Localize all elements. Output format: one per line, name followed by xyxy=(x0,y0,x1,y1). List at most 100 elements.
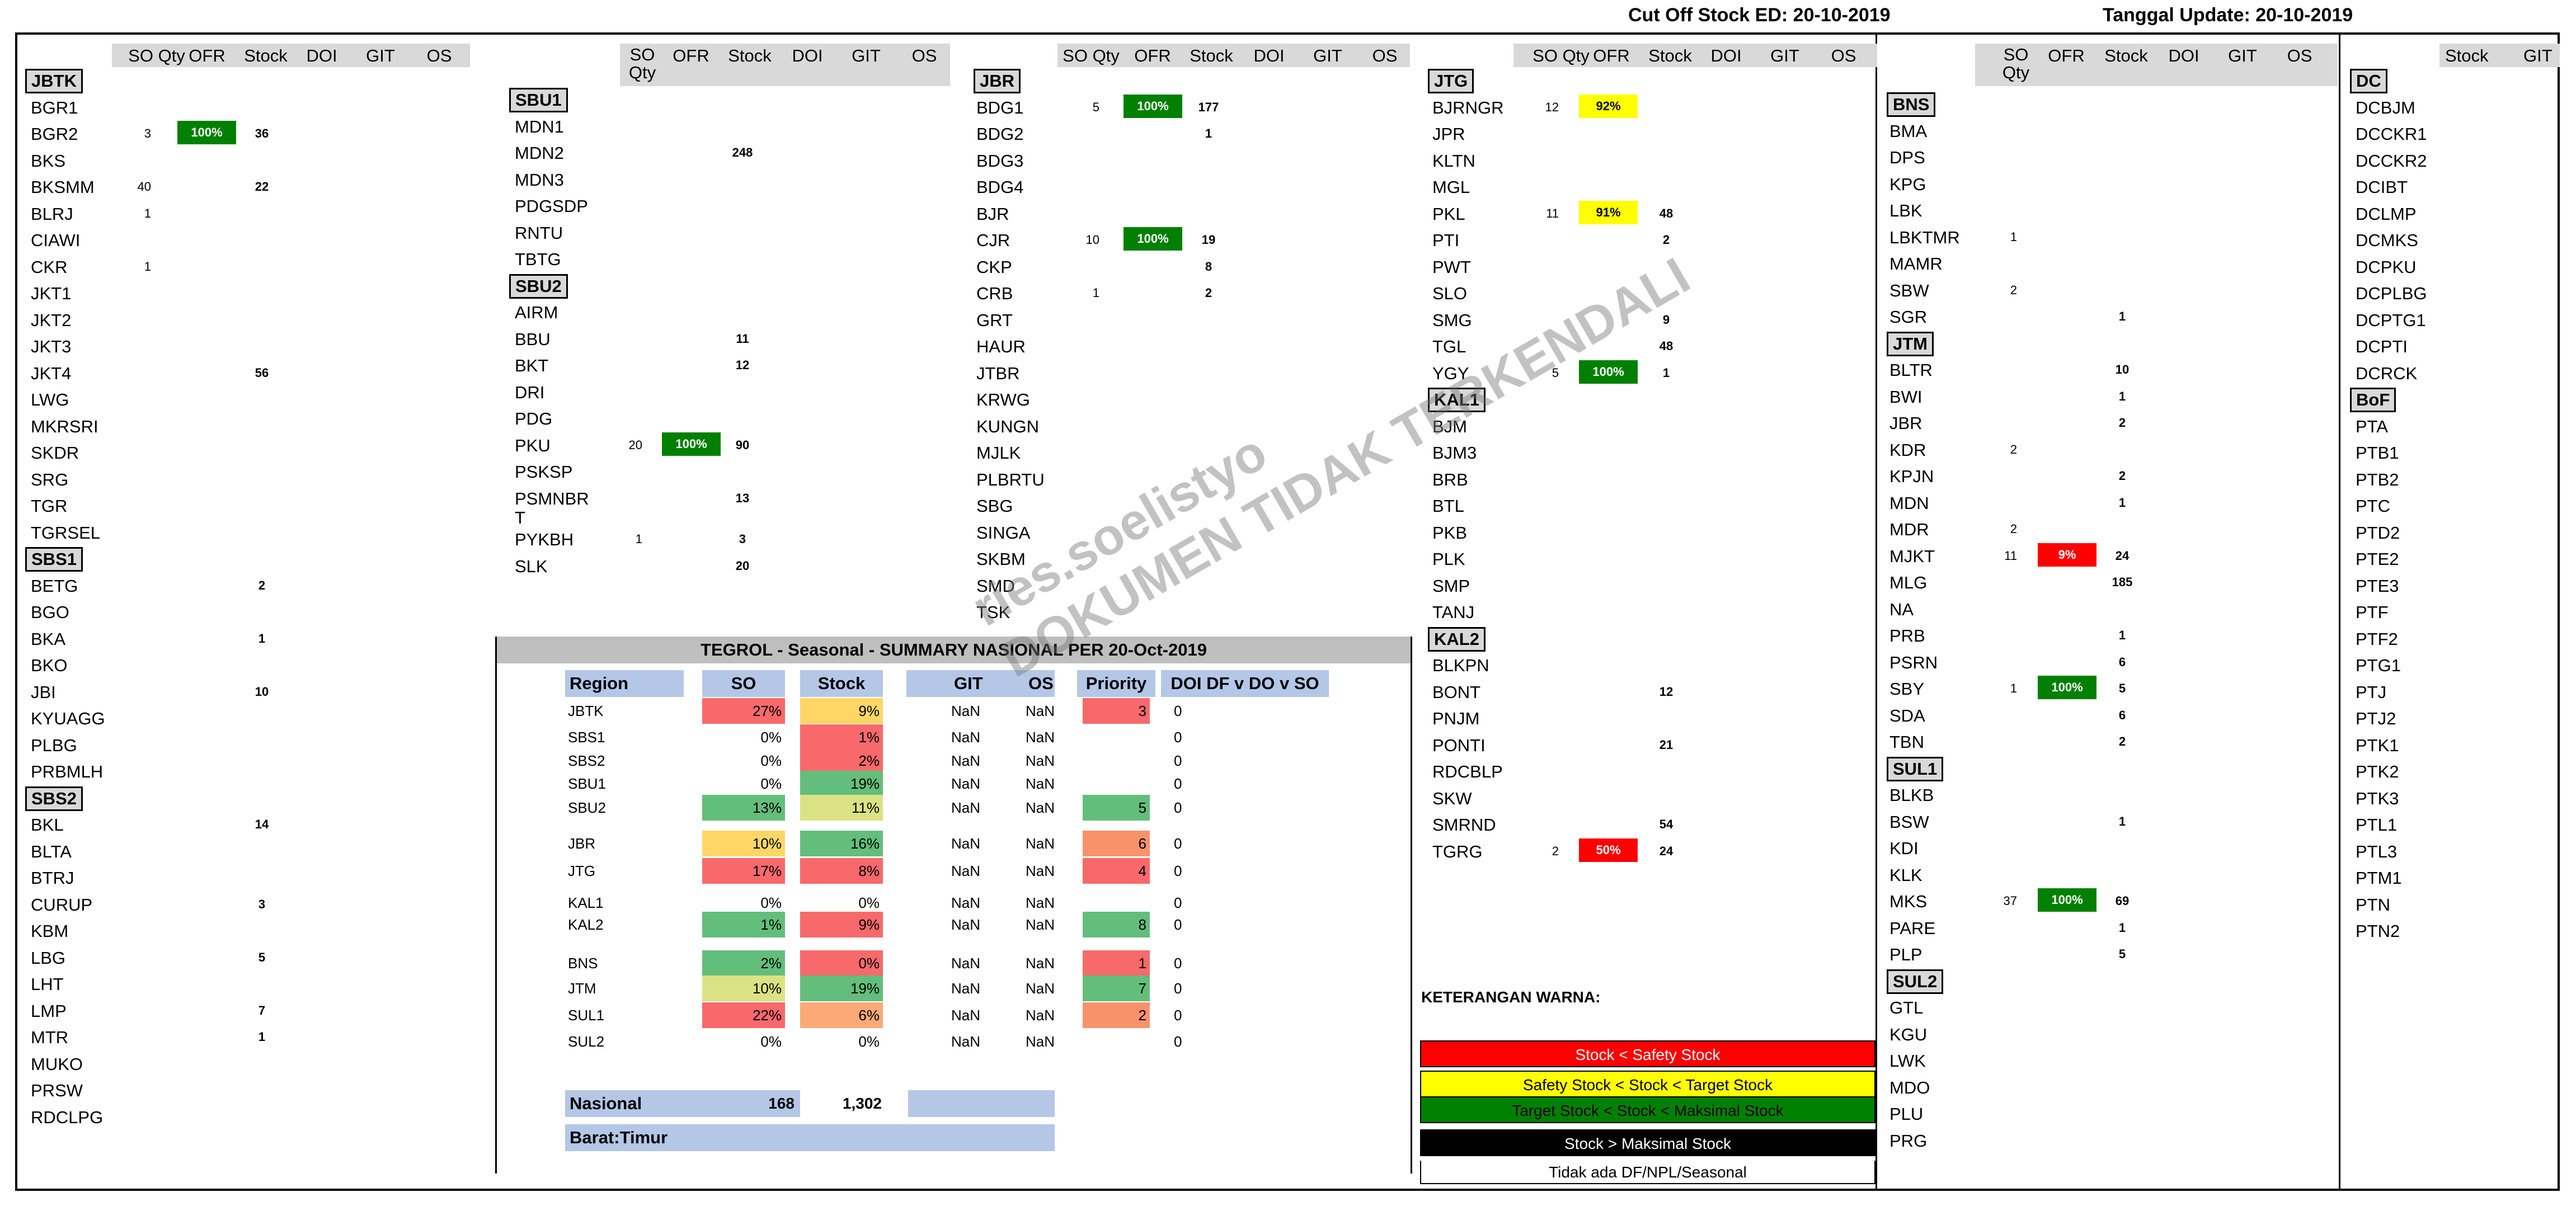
panel1-row-so-qty: 1 xyxy=(144,259,151,274)
panel2-row-label: DRI xyxy=(515,382,545,402)
panel4-row-stock: 21 xyxy=(1659,737,1674,752)
panel6-row-label: DCPTG1 xyxy=(2356,310,2426,330)
summary-row-doi: 0 xyxy=(1174,729,1182,746)
panel3-row-label: BDG3 xyxy=(976,150,1024,171)
panel1-row-label: BGR2 xyxy=(31,124,78,144)
panel1-row-label: LBG xyxy=(31,948,66,968)
summary-row-os: NaN xyxy=(1026,1033,1055,1050)
summary-row-priority: 1 xyxy=(1083,950,1150,976)
panel2-row-ofr-bar: 100% xyxy=(662,432,721,456)
panel6-row-label: PTM1 xyxy=(2356,868,2402,888)
summary-row-doi: 0 xyxy=(1174,894,1182,911)
panel3-row-label: KRWG xyxy=(976,390,1030,409)
panel1-row-stock: 22 xyxy=(255,180,269,194)
panel2-row-stock: 13 xyxy=(735,491,750,505)
panel4-row-label: YGY xyxy=(1432,363,1469,383)
summary-row-stock: 8% xyxy=(800,858,883,884)
panel2-row-label: MDN1 xyxy=(515,116,564,136)
panel6-row-label: PTF2 xyxy=(2356,629,2398,649)
panel3-row-ofr-bar: 100% xyxy=(1124,94,1182,118)
panel6-row-label: DCCKR2 xyxy=(2356,150,2427,171)
panel1-region-sbs1: SBS1 xyxy=(25,547,83,572)
panel4-row-label: TANJ xyxy=(1432,602,1475,622)
panel3-row-label: BDG1 xyxy=(976,97,1024,117)
panel4-row-label: JPR xyxy=(1432,124,1465,144)
panel4-region-kal2: KAL2 xyxy=(1428,626,1486,652)
panel3-header-bar: SO Qty OFR Stock DOI GIT OS xyxy=(1057,44,1410,67)
panel1-row-ofr-bar: 100% xyxy=(177,121,236,144)
panel2-row-label: PDG xyxy=(515,409,553,428)
panel4-row-label: PKL xyxy=(1432,204,1465,224)
panel4-row-ofr-bar: 91% xyxy=(1579,200,1638,224)
panel3-row-label: PLBRTU xyxy=(976,469,1045,489)
summary-row-os: NaN xyxy=(1026,752,1055,769)
panel1-col-doi: DOI xyxy=(306,46,337,65)
panel5-row-stock: 1 xyxy=(2118,389,2126,403)
divider-4 xyxy=(1875,32,1877,1191)
panel2-row-label: BBU xyxy=(515,329,551,349)
panel3-col-os: OS xyxy=(1372,46,1398,65)
panel4-col-git: GIT xyxy=(1770,46,1799,65)
summary-row-os: NaN xyxy=(1026,729,1055,746)
panel5-region-sul1: SUL1 xyxy=(1887,756,1944,781)
panel3-row-label: CJR xyxy=(976,230,1010,250)
summary-row-stock: 9% xyxy=(800,698,883,724)
legend-item: Safety Stock < Stock < Target Stock xyxy=(1420,1071,1875,1097)
panel6-row-label: PTL3 xyxy=(2356,841,2398,861)
legend-item: Stock < Safety Stock xyxy=(1420,1040,1875,1067)
summary-row-so: 27% xyxy=(702,698,785,724)
panel4-row-label: PLK xyxy=(1432,549,1465,569)
panel6-row-label: PTB1 xyxy=(2356,443,2399,463)
summary-row-git: NaN xyxy=(951,1033,981,1050)
panel4-row-stock: 54 xyxy=(1659,817,1674,831)
panel4-row-so-qty: 12 xyxy=(1545,100,1559,114)
summary-row-priority: 4 xyxy=(1083,858,1150,884)
panel5-col-qty: Qty xyxy=(2002,63,2030,82)
summary-row-region: KAL2 xyxy=(568,916,604,933)
panel1-row-label: BLRJ xyxy=(31,204,73,224)
summary-row-region: SUL1 xyxy=(568,1007,605,1024)
panel6-col-git: GIT xyxy=(2523,46,2553,65)
panel4-col-ofr: OFR xyxy=(1593,46,1630,65)
panel3-row-label: TSK xyxy=(976,602,1010,622)
panel4-row-label: BTL xyxy=(1432,496,1464,516)
panel4-col-doi: DOI xyxy=(1710,46,1742,65)
panel5-row-label: KPG xyxy=(1889,174,1926,194)
summary-row-os: NaN xyxy=(1026,894,1055,911)
summary-row-os: NaN xyxy=(1026,955,1055,972)
panel5-row-stock: 6 xyxy=(2118,654,2126,669)
panel1-row-label: PRSW xyxy=(31,1081,83,1100)
panel3-row-label: CKP xyxy=(976,257,1012,277)
panel2-header-bar: SO Qty OFR Stock DOI GIT OS xyxy=(620,44,950,86)
panel1-row-stock: 5 xyxy=(258,950,266,964)
panel3-row-label: CRB xyxy=(976,284,1013,303)
panel5-row-stock: 1 xyxy=(2118,920,2126,935)
panel5-row-so-qty: 1 xyxy=(2010,229,2017,244)
panel3-row-label: MJLK xyxy=(976,443,1021,463)
panel2-row-stock: 3 xyxy=(739,532,746,546)
summary-row-region: SBU1 xyxy=(568,775,606,792)
summary-row-region: KAL1 xyxy=(568,894,604,911)
panel6-row-label: DCPKU xyxy=(2356,257,2417,277)
panel6-row-label: PTC xyxy=(2356,496,2390,516)
panel4-col-so-qty: SO Qty xyxy=(1533,46,1590,65)
panel5-row-label: SBY xyxy=(1889,679,1925,699)
legend-title: KETERANGAN WARNA: xyxy=(1421,988,1601,1006)
panel5-row-label: KLK xyxy=(1889,865,1922,885)
panel5-row-label: SGR xyxy=(1889,307,1928,327)
panel4-row-stock: 48 xyxy=(1659,206,1674,220)
panel5-row-label: KDR xyxy=(1889,440,1926,460)
panel1-row-label: JKT2 xyxy=(31,310,72,330)
nasional-git-os xyxy=(908,1090,1055,1117)
panel5-row-label: LWK xyxy=(1889,1051,1926,1071)
panel6-row-label: DCCKR1 xyxy=(2356,124,2427,144)
panel4-row-label: TGRG xyxy=(1432,841,1483,861)
panel4-row-ofr-bar: 50% xyxy=(1579,838,1638,862)
panel2-row-stock: 11 xyxy=(736,331,749,346)
panel4-row-label: PKB xyxy=(1432,522,1468,543)
panel3-row-stock: 2 xyxy=(1205,286,1212,300)
panel5-row-so-qty: 1 xyxy=(2010,681,2017,695)
summary-row-priority: 6 xyxy=(1083,831,1150,856)
panel3-row-stock: 8 xyxy=(1205,259,1212,274)
panel3-row-label: BDG2 xyxy=(976,124,1024,144)
